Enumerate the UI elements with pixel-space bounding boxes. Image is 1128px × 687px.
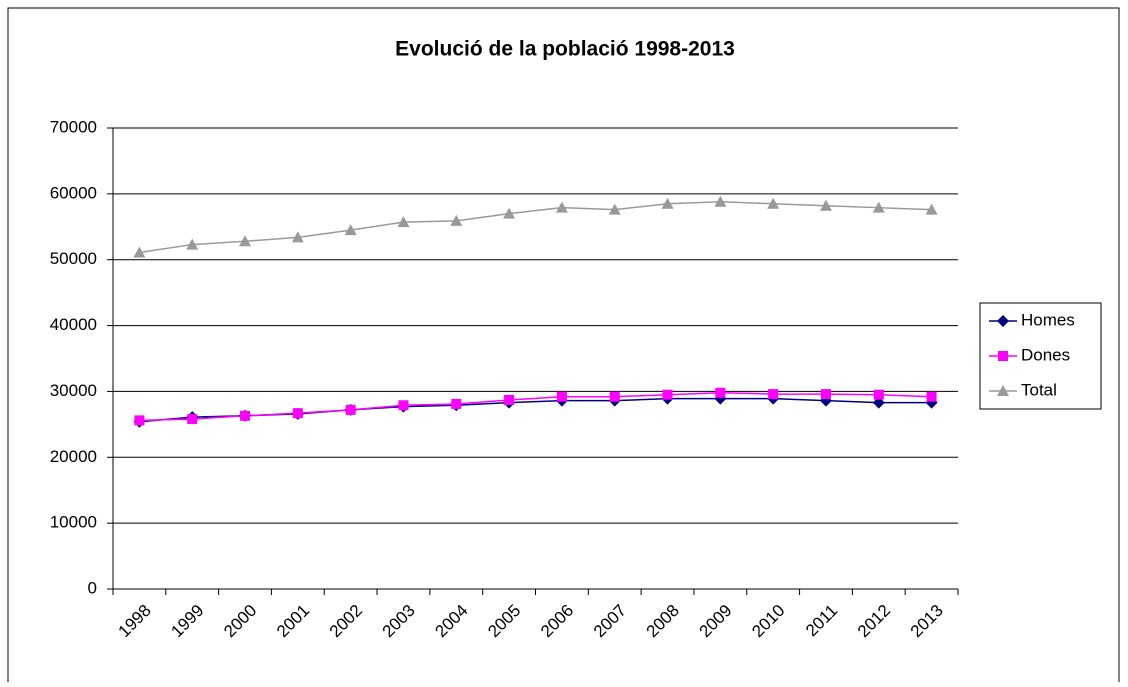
point-marker <box>820 389 831 400</box>
point-marker <box>292 408 303 419</box>
point-marker <box>662 389 673 400</box>
point-marker <box>291 231 304 243</box>
point-marker <box>503 207 516 219</box>
y-tick-label: 10000 <box>50 513 97 532</box>
point-marker <box>609 391 620 402</box>
point-marker <box>767 197 780 209</box>
point-marker <box>451 398 462 409</box>
point-marker <box>240 410 251 421</box>
point-marker <box>926 391 937 402</box>
chart-border <box>7 7 1120 687</box>
series-line <box>139 391 932 422</box>
point-marker <box>133 246 146 258</box>
point-marker <box>873 389 884 400</box>
y-tick-label: 40000 <box>50 315 97 334</box>
point-marker <box>398 400 409 411</box>
point-marker <box>504 394 515 405</box>
point-marker <box>714 195 727 207</box>
legend-marker <box>998 351 1008 361</box>
point-marker <box>134 415 145 426</box>
point-marker <box>925 203 938 215</box>
legend-label: Homes <box>1021 310 1075 329</box>
chart-title: Evolució de la població 1998-2013 <box>395 38 735 61</box>
legend-label: Total <box>1021 380 1057 399</box>
series-line <box>139 201 932 254</box>
point-marker <box>661 197 674 209</box>
y-tick-label: 70000 <box>50 117 97 136</box>
point-marker <box>397 216 410 228</box>
point-marker <box>555 201 568 213</box>
point-marker <box>768 389 779 400</box>
point-marker <box>819 199 832 211</box>
y-tick-label: 30000 <box>50 381 97 400</box>
point-marker <box>608 203 621 215</box>
point-marker <box>556 391 567 402</box>
point-marker <box>187 414 198 425</box>
legend-marker <box>997 385 1009 396</box>
y-tick-label: 60000 <box>50 183 97 202</box>
y-tick-label: 20000 <box>50 447 97 466</box>
y-tick-label: 50000 <box>50 249 97 268</box>
point-marker <box>344 224 357 236</box>
point-marker <box>450 214 463 226</box>
y-tick-label: 0 <box>88 578 97 597</box>
legend-label: Dones <box>1021 345 1070 364</box>
point-marker <box>715 387 726 398</box>
point-marker <box>872 201 885 213</box>
legend-marker <box>997 315 1009 327</box>
point-marker <box>345 404 356 415</box>
point-marker <box>186 238 199 250</box>
point-marker <box>239 235 252 247</box>
